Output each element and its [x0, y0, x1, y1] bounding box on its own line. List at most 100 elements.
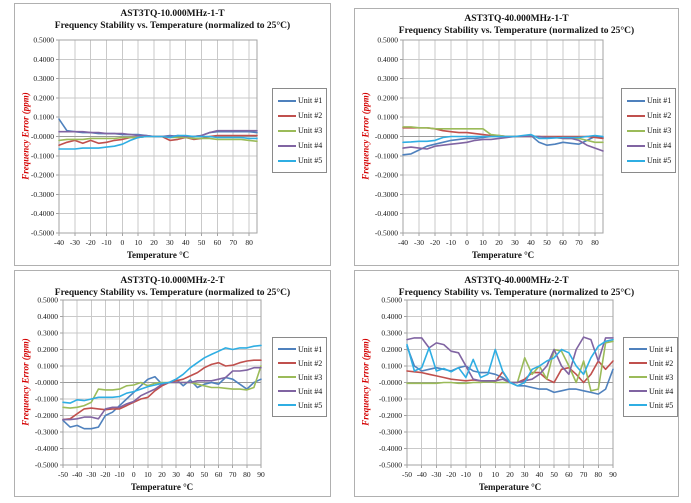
y-tick-label: 0.5000: [381, 296, 402, 305]
legend-item: Unit #4: [627, 138, 671, 153]
y-tick-label: 0.3000: [37, 329, 58, 338]
legend-label: Unit #5: [298, 400, 323, 410]
y-tick-label: -0.4000: [35, 444, 58, 453]
x-tick-label: -30: [414, 238, 424, 247]
y-tick-label: 0.2000: [33, 93, 54, 102]
x-tick-label: 40: [182, 238, 190, 247]
legend-line-swatch-unit-2: [278, 362, 296, 364]
series-line-unit-5: [402, 133, 604, 144]
legend-item: Unit #3: [629, 370, 673, 384]
legend-label: Unit #3: [649, 372, 674, 382]
x-tick-label: -20: [86, 238, 96, 247]
legend-label: Unit #4: [649, 386, 674, 396]
x-tick-label: 80: [243, 470, 251, 479]
y-tick-label: -0.1000: [375, 151, 398, 160]
x-tick-label: 50: [550, 470, 558, 479]
x-axis-title: Temperature °C: [126, 250, 190, 260]
y-tick-label: 0.2000: [381, 345, 402, 354]
legend-label: Unit #4: [647, 141, 672, 150]
legend-label: Unit #3: [647, 126, 672, 135]
legend-line-swatch-unit-1: [278, 348, 296, 350]
x-tick-label: 80: [591, 238, 599, 247]
x-tick-label: 30: [511, 238, 519, 247]
legend-label: Unit #2: [298, 358, 323, 368]
y-tick-label: -0.3000: [375, 190, 398, 199]
y-tick-label: -0.5000: [379, 461, 402, 470]
y-tick-label: -0.0000: [31, 132, 54, 141]
legend-item: Unit #3: [627, 123, 671, 138]
x-tick-label: 20: [495, 238, 503, 247]
x-tick-label: 60: [215, 470, 223, 479]
x-tick-label: 30: [521, 470, 529, 479]
x-tick-label: 80: [245, 238, 253, 247]
x-tick-label: 40: [187, 470, 195, 479]
x-tick-label: 10: [479, 238, 487, 247]
legend-line-swatch-unit-4: [278, 144, 296, 147]
x-tick-label: 60: [559, 238, 567, 247]
x-tick-label: 20: [506, 470, 514, 479]
y-tick-label: -0.5000: [35, 461, 58, 470]
series-line-unit-1: [58, 118, 258, 138]
y-tick-label: 0.4000: [377, 55, 398, 64]
y-tick-label: 0.5000: [37, 296, 58, 305]
y-tick-label: 0.3000: [33, 74, 54, 83]
series-line-unit-2: [62, 359, 262, 421]
x-tick-label: 0: [120, 238, 124, 247]
y-tick-label: -0.3000: [379, 428, 402, 437]
legend-label: Unit #1: [298, 344, 323, 354]
x-tick-label: -10: [461, 470, 471, 479]
legend-item: Unit #1: [627, 93, 671, 108]
legend-line-swatch-unit-5: [278, 159, 296, 162]
y-tick-label: 0.1000: [377, 113, 398, 122]
x-tick-label: 10: [134, 238, 142, 247]
y-tick-label: 0.3000: [377, 74, 398, 83]
legend-item: Unit #2: [278, 108, 322, 123]
y-tick-label: 0.1000: [37, 362, 58, 371]
y-tick-label: -0.2000: [35, 411, 58, 420]
legend-line-swatch-unit-4: [627, 144, 645, 147]
legend-item: Unit #5: [278, 398, 322, 412]
legend-label: Unit #3: [298, 126, 323, 135]
legend-label: Unit #1: [298, 96, 323, 105]
legend-line-swatch-unit-3: [627, 129, 645, 132]
chart-card-ast3tq-10mhz-2t: AST3TQ-10.000MHz-2-T Frequency Stability…: [14, 270, 331, 497]
legend-item: Unit #1: [278, 93, 322, 108]
legend-line-swatch-unit-4: [629, 390, 647, 392]
y-tick-label: -0.0000: [35, 378, 58, 387]
x-tick-label: 90: [257, 470, 265, 479]
y-tick-label: -0.1000: [31, 151, 54, 160]
legend-label: Unit #1: [649, 344, 674, 354]
chart-card-ast3tq-10mhz-1t: AST3TQ-10.000MHz-1-T Frequency Stability…: [14, 3, 331, 266]
x-tick-label: 80: [595, 470, 603, 479]
x-tick-label: -40: [72, 470, 82, 479]
y-tick-label: -0.4000: [375, 209, 398, 218]
y-tick-label: -0.5000: [375, 229, 398, 238]
series-line-unit-5: [62, 344, 262, 404]
legend-line-swatch-unit-2: [278, 114, 296, 117]
y-tick-label: -0.0000: [375, 132, 398, 141]
x-tick-label: -30: [431, 470, 441, 479]
y-tick-label: 0.4000: [381, 312, 402, 321]
chart-card-ast3tq-40mhz-2t: AST3TQ-40.000MHz-2-T Frequency Stability…: [354, 270, 679, 497]
y-tick-label: 0.1000: [33, 113, 54, 122]
y-tick-label: 0.1000: [381, 362, 402, 371]
y-tick-label: -0.3000: [35, 428, 58, 437]
chart-title: AST3TQ-10.000MHz-1-T: [120, 9, 225, 19]
legend-item: Unit #5: [278, 153, 322, 168]
x-axis-title: Temperature °C: [471, 250, 535, 260]
legend-item: Unit #1: [278, 342, 322, 356]
x-tick-label: 50: [201, 470, 209, 479]
x-tick-label: 40: [527, 238, 535, 247]
chart-card-ast3tq-40mhz-1t: AST3TQ-40.000MHz-1-T Frequency Stability…: [354, 8, 679, 266]
x-tick-label: 10: [492, 470, 500, 479]
y-tick-label: -0.1000: [35, 395, 58, 404]
plot-area: -0.5000 -0.4000 -0.3000 -0.2000 -0.1000 -0.00…: [379, 296, 617, 480]
x-tick-label: -40: [417, 470, 427, 479]
legend-label: Unit #2: [298, 111, 323, 120]
x-axis-title: Temperature °C: [478, 482, 542, 492]
x-tick-label: -20: [446, 470, 456, 479]
chart-subtitle: Frequency Stability vs. Temperature (nor…: [54, 21, 291, 31]
legend-line-swatch-unit-2: [629, 362, 647, 364]
x-tick-label: -10: [115, 470, 125, 479]
x-tick-label: -20: [430, 238, 440, 247]
